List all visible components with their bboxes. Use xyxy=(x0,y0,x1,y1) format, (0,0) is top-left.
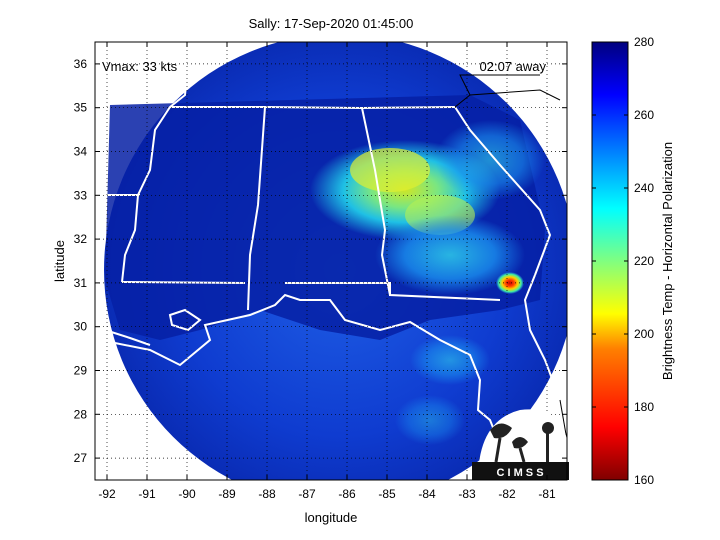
x-axis-ticks: -92 -91 -90 -89 -88 -87 -86 -85 -84 -83 -82 -81 xyxy=(98,42,556,501)
time-away-label: 02:07 away xyxy=(480,59,547,74)
outer-borders xyxy=(454,74,567,441)
colorbar-label: Brightness Temp - Horizontal Polarizatio… xyxy=(660,142,675,380)
logo-text: C I M S S xyxy=(496,467,543,479)
colorbar xyxy=(591,41,629,481)
cimss-logo: C I M S S xyxy=(472,409,569,480)
x-tick-label: -84 xyxy=(418,487,436,501)
colorbar-tick-label: 220 xyxy=(634,254,654,268)
cloud-band-gulf-south xyxy=(395,395,465,445)
y-tick-label: 35 xyxy=(74,101,88,115)
storm-hotspot xyxy=(496,272,524,294)
x-tick-label: -87 xyxy=(298,487,316,501)
y-tick-label: 27 xyxy=(74,451,88,465)
x-tick-label: -85 xyxy=(378,487,396,501)
y-tick-label: 36 xyxy=(74,57,88,71)
x-tick-label: -83 xyxy=(458,487,476,501)
y-tick-label: 30 xyxy=(74,320,88,334)
grid-lines xyxy=(95,42,567,480)
colorbar-tick-label: 240 xyxy=(634,181,654,195)
colorbar-tick-label: 280 xyxy=(634,35,654,49)
y-tick-label: 34 xyxy=(74,145,88,159)
x-tick-label: -89 xyxy=(218,487,236,501)
x-tick-label: -91 xyxy=(138,487,156,501)
colorbar-ticks: 160 180 200 220 240 260 280 xyxy=(592,35,654,487)
boundaries xyxy=(95,44,567,446)
y-tick-label: 31 xyxy=(74,276,88,290)
y-tick-label: 33 xyxy=(74,188,88,202)
colorbar-tick-label: 260 xyxy=(634,108,654,122)
y-tick-label: 32 xyxy=(74,232,88,246)
x-axis-label: longitude xyxy=(305,510,358,525)
vmax-label: Vmax: 33 kts xyxy=(102,59,178,74)
x-tick-label: -88 xyxy=(258,487,276,501)
x-tick-label: -81 xyxy=(538,487,556,501)
y-axis-ticks: 27 28 29 30 31 32 33 34 35 36 xyxy=(74,57,567,465)
cloud-band-core xyxy=(350,148,430,192)
cloud-band-gulf xyxy=(410,335,490,385)
colorbar-tick-label: 200 xyxy=(634,327,654,341)
y-tick-label: 29 xyxy=(74,364,88,378)
x-tick-label: -90 xyxy=(178,487,196,501)
cloud-band-south xyxy=(375,215,525,295)
x-tick-label: -82 xyxy=(498,487,516,501)
colorbar-tick-label: 160 xyxy=(634,473,654,487)
cloud-band-ne xyxy=(435,120,545,200)
y-axis-label: latitude xyxy=(52,240,67,282)
x-tick-label: -86 xyxy=(338,487,356,501)
x-tick-label: -92 xyxy=(98,487,116,501)
y-tick-label: 28 xyxy=(74,407,88,421)
colorbar-tick-label: 180 xyxy=(634,400,654,414)
plot-title: Sally: 17-Sep-2020 01:45:00 xyxy=(249,16,414,31)
